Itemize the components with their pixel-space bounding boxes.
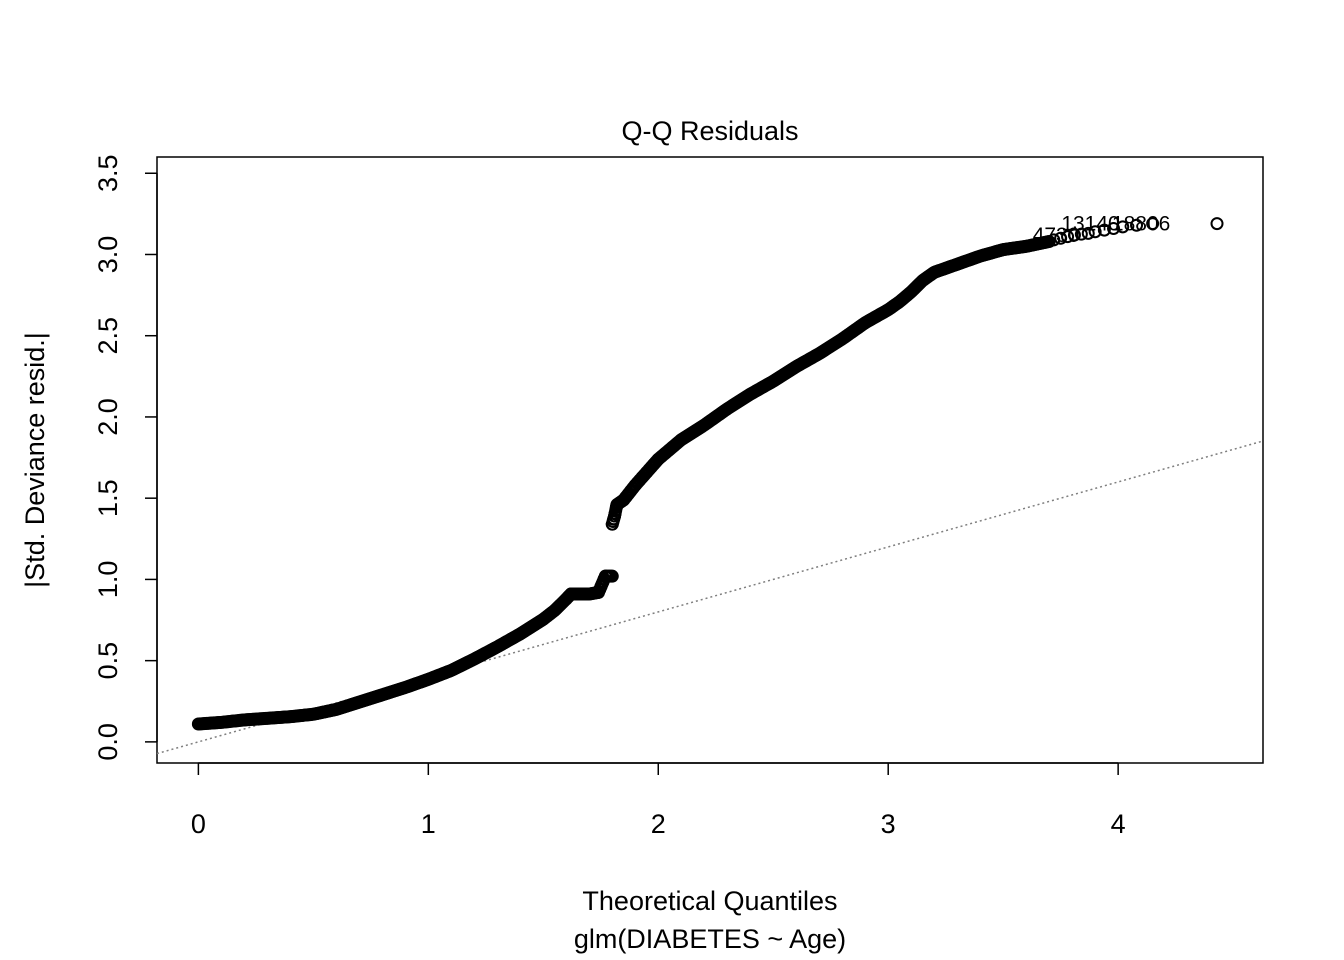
data-point [1061, 230, 1075, 244]
data-point [605, 569, 619, 583]
data-point [649, 455, 663, 469]
chart-title: Q-Q Residuals [621, 116, 798, 146]
data-point [1210, 217, 1224, 231]
y-tick-label: 3.5 [93, 154, 123, 192]
x-tick-label: 1 [421, 809, 436, 839]
x-axis-sublabel: glm(DIABETES ~ Age) [574, 924, 846, 954]
x-axis-label: Theoretical Quantiles [582, 886, 837, 916]
y-tick-label: 2.5 [93, 317, 123, 355]
data-point [1047, 233, 1061, 247]
data-point [562, 589, 576, 603]
y-tick-label: 1.5 [93, 479, 123, 517]
data-point [1074, 227, 1088, 241]
y-tick-label: 1.0 [93, 561, 123, 599]
y-tick-label: 0.5 [93, 642, 123, 680]
point-label: 18806 [1112, 213, 1170, 236]
data-point [1116, 220, 1130, 234]
data-point [598, 569, 612, 583]
data-point [651, 452, 665, 466]
point-label: 4730 [1033, 224, 1080, 247]
data-point [1146, 217, 1160, 231]
y-tick-label: 0.0 [93, 723, 123, 761]
plot-frame [156, 156, 1264, 764]
data-point [1088, 225, 1102, 239]
y-tick-label: 2.0 [93, 398, 123, 436]
y-tick-label: 3.0 [93, 236, 123, 274]
x-tick-label: 4 [1111, 809, 1126, 839]
x-tick-label: 2 [651, 809, 666, 839]
x-tick-label: 0 [191, 809, 206, 839]
data-point [564, 587, 578, 601]
data-point [1130, 218, 1144, 232]
data-point [1081, 226, 1095, 240]
data-point [1107, 221, 1121, 235]
y-axis-label: |Std. Deviance resid.| [20, 332, 50, 588]
data-point [1097, 223, 1111, 237]
data-point [1054, 231, 1068, 245]
point-label: 13140 [1061, 213, 1119, 236]
data-point [1067, 228, 1081, 242]
x-tick-label: 3 [881, 809, 896, 839]
